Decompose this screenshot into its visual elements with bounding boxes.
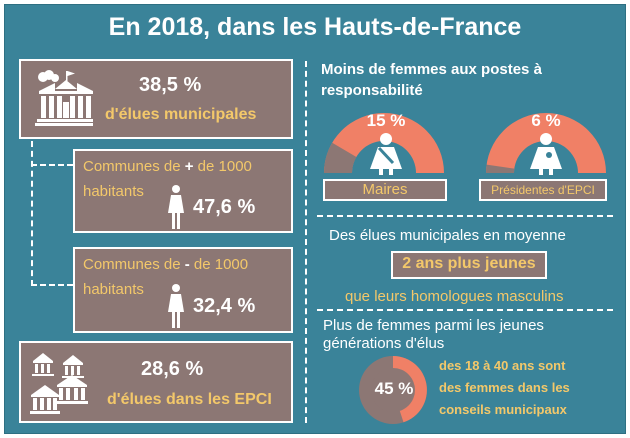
woman-sash-icon bbox=[370, 133, 402, 175]
jeunes-desc: des 18 à 40 ans sont des femmes dans les… bbox=[439, 358, 570, 417]
section-divider bbox=[317, 309, 613, 311]
communes-moins-box: Communes de - de 1000 habitants 32,4 % bbox=[73, 247, 293, 333]
woman-icon bbox=[168, 185, 184, 229]
maires-label: Maires bbox=[323, 179, 447, 201]
town-hall-icon bbox=[35, 70, 93, 126]
communes-plus-box: Communes de + de 1000 habitants 47,6 % bbox=[73, 149, 293, 233]
age-line1: Des élues municipales en moyenne bbox=[329, 227, 566, 244]
maires-gauge bbox=[324, 113, 444, 173]
page-title: En 2018, dans les Hauts-de-France bbox=[108, 13, 522, 41]
epci-gauge bbox=[486, 113, 606, 173]
jeunes-pct: 45 % bbox=[374, 379, 414, 398]
municipales-box: 38,5 % d'élues municipales bbox=[19, 59, 293, 139]
woman-icon bbox=[168, 284, 184, 328]
connector-line bbox=[31, 164, 73, 166]
column-divider bbox=[305, 61, 307, 423]
communes-plus-label: Communes de + de 1000 bbox=[83, 158, 252, 175]
woman-sash-icon bbox=[530, 133, 562, 175]
communes-moins-pct: 32,4 % bbox=[193, 295, 256, 317]
connector-line bbox=[31, 284, 73, 286]
epci-label: d'élues dans les EPCI bbox=[107, 391, 272, 408]
epci-gauge-label: Présidentes d'EPCI bbox=[479, 179, 607, 201]
epci-pct: 28,6 % bbox=[141, 358, 204, 380]
epci-gauge-pct: 6 % bbox=[531, 111, 561, 130]
postes-title: Moins de femmes aux postes à responsabil… bbox=[321, 61, 542, 99]
age-highlight: 2 ans plus jeunes bbox=[391, 251, 547, 279]
communes-plus-label-2: habitants bbox=[83, 183, 144, 200]
communes-moins-label: Communes de - de 1000 bbox=[83, 256, 249, 273]
infographic-frame: En 2018, dans les Hauts-de-France 38,5 %… bbox=[4, 4, 626, 434]
epci-box: 28,6 % d'élues dans les EPCI bbox=[19, 341, 293, 423]
municipales-label: d'élues municipales bbox=[105, 106, 257, 123]
section-divider bbox=[317, 215, 613, 217]
connector-line bbox=[31, 141, 33, 286]
jeunes-donut bbox=[359, 356, 427, 424]
municipales-pct: 38,5 % bbox=[139, 74, 202, 96]
maires-pct: 15 % bbox=[366, 111, 406, 130]
communes-plus-pct: 47,6 % bbox=[193, 196, 256, 218]
age-line3: que leurs homologues masculins bbox=[345, 288, 564, 305]
town-halls-icon bbox=[30, 353, 88, 414]
communes-moins-label-2: habitants bbox=[83, 281, 144, 298]
jeunes-title: Plus de femmes parmi les jeunes générati… bbox=[323, 317, 544, 352]
